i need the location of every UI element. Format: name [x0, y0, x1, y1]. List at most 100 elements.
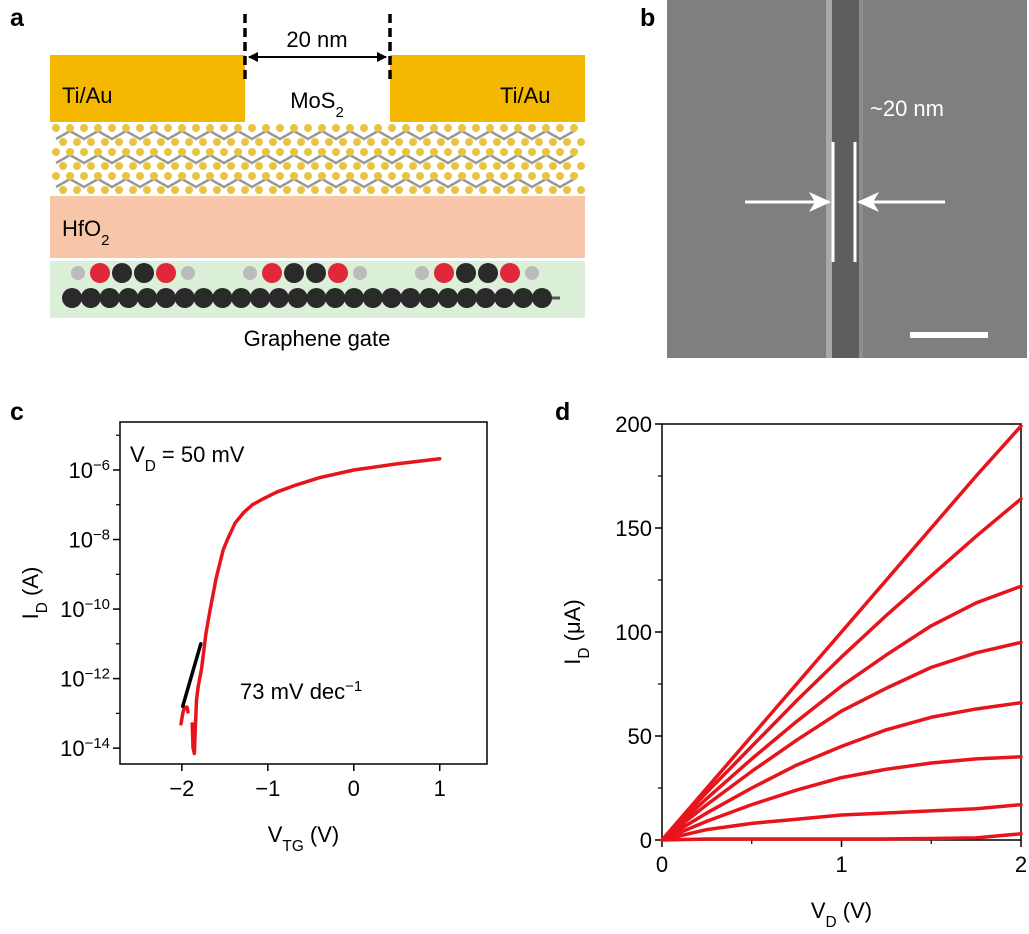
s-atom	[360, 148, 368, 156]
channel-label: MoS2	[290, 88, 344, 121]
oxygen-group-atom	[525, 266, 539, 280]
s-atom	[535, 186, 543, 194]
s-atom	[500, 172, 508, 180]
s-atom	[185, 186, 193, 194]
s-atom	[164, 124, 172, 132]
s-atom	[514, 172, 522, 180]
label-part: 10	[68, 528, 92, 553]
s-atom	[52, 172, 60, 180]
s-atom	[164, 172, 172, 180]
carbon-atom	[532, 288, 552, 308]
carbon-atom	[99, 288, 120, 308]
s-atom	[136, 172, 144, 180]
s-atom	[108, 148, 116, 156]
s-atom	[437, 138, 445, 146]
s-atom	[143, 186, 151, 194]
s-atom	[528, 148, 536, 156]
s-atom	[451, 138, 459, 146]
carbon-atom	[513, 288, 534, 308]
s-atom	[493, 162, 501, 170]
s-atom	[535, 138, 543, 146]
s-atom	[248, 148, 256, 156]
s-atom	[241, 162, 249, 170]
s-atom	[115, 186, 123, 194]
oxygen-group-atom	[284, 263, 304, 283]
s-atom	[507, 162, 515, 170]
s-atom	[234, 124, 242, 132]
panel-label: a	[10, 4, 25, 32]
y-tick-label: 10−14	[60, 735, 110, 762]
s-atom	[290, 148, 298, 156]
s-atom	[129, 186, 137, 194]
label-part: D	[576, 647, 593, 658]
label-part: −8	[93, 526, 110, 543]
carbon-atom	[118, 288, 139, 308]
s-atom	[388, 124, 396, 132]
s-atom	[199, 138, 207, 146]
s-atom	[346, 124, 354, 132]
s-atom	[458, 172, 466, 180]
data-line	[660, 802, 1023, 842]
s-atom	[311, 186, 319, 194]
s-atom	[416, 172, 424, 180]
s-atom	[241, 138, 249, 146]
s-atom	[556, 124, 564, 132]
panel-label: c	[10, 398, 24, 426]
s-atom	[570, 124, 578, 132]
s-atom	[325, 162, 333, 170]
s-atom	[311, 138, 319, 146]
oxygen-group-atom	[243, 266, 257, 280]
s-atom	[199, 186, 207, 194]
s-atom	[213, 162, 221, 170]
s-atom	[556, 148, 564, 156]
carbon-atom	[306, 288, 327, 308]
label-part: 2	[335, 104, 343, 121]
x-axis-label: VTG (V)	[268, 822, 340, 855]
oxygen-group-atom	[90, 263, 110, 283]
device-schematic: 20 nm Ti/Au Ti/Au MoS2 HfO2 Graphene gat…	[50, 14, 585, 351]
s-atom	[374, 172, 382, 180]
s-atom	[549, 138, 557, 146]
s-atom	[402, 124, 410, 132]
data-line	[660, 497, 1023, 842]
contact-label: Ti/Au	[62, 83, 113, 108]
s-atom	[87, 186, 95, 194]
y-tick-label: 200	[615, 412, 652, 437]
s-atom	[52, 124, 60, 132]
s-atom	[367, 186, 375, 194]
y-axis-label: ID (A)	[18, 567, 51, 620]
contact	[50, 55, 245, 122]
s-atom	[213, 138, 221, 146]
s-atom	[416, 148, 424, 156]
s-atom	[255, 186, 263, 194]
y-tick-label: 10−8	[68, 526, 110, 553]
label-part: −12	[85, 665, 110, 682]
s-atom	[388, 148, 396, 156]
s-atom	[409, 138, 417, 146]
s-atom	[276, 148, 284, 156]
s-atom	[500, 148, 508, 156]
s-atom	[171, 138, 179, 146]
s-atom	[220, 172, 228, 180]
s-atom	[486, 124, 494, 132]
s-atom	[374, 124, 382, 132]
s-atom	[234, 172, 242, 180]
dielectric-label: HfO2	[62, 216, 109, 249]
s-atom	[423, 138, 431, 146]
label-part: TG	[282, 838, 303, 855]
s-atom	[129, 162, 137, 170]
x-tick-label: 1	[434, 776, 446, 801]
label-part: MoS	[290, 88, 335, 113]
oxygen-group-atom	[112, 263, 132, 283]
s-atom	[570, 172, 578, 180]
s-atom	[444, 172, 452, 180]
s-atom	[150, 124, 158, 132]
s-atom	[563, 162, 571, 170]
label-part: 2	[101, 232, 109, 249]
s-atom	[122, 124, 130, 132]
oxygen-group-atom	[156, 263, 176, 283]
s-atom	[542, 172, 550, 180]
carbon-atom	[287, 288, 308, 308]
s-atom	[437, 162, 445, 170]
